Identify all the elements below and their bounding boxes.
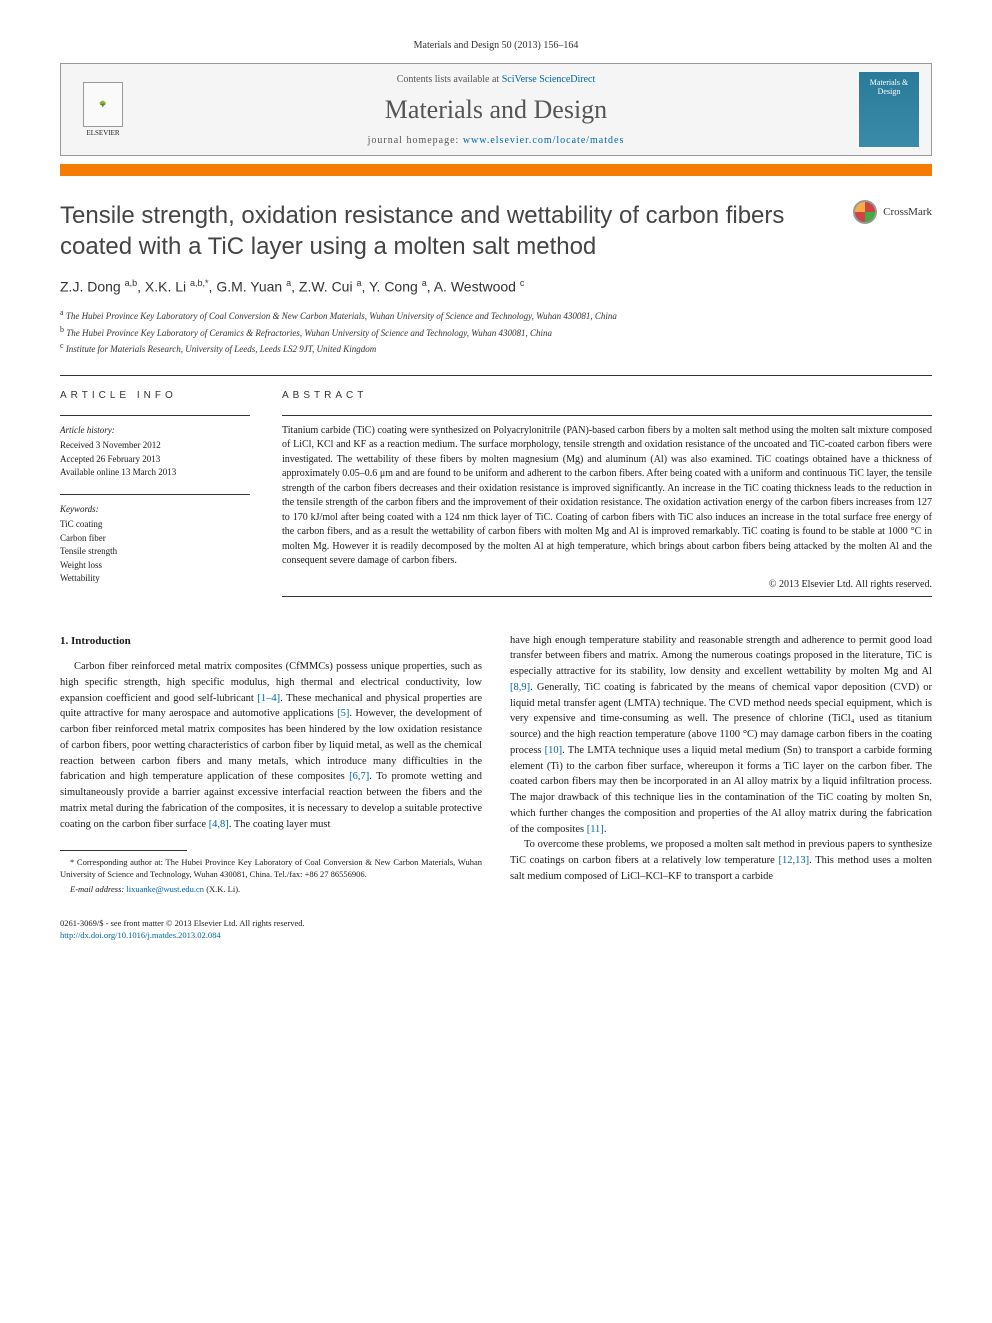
crossmark-badge[interactable]: CrossMark [853, 200, 932, 224]
email-link[interactable]: lixuanke@wust.edu.cn [126, 884, 204, 894]
sciencedirect-link[interactable]: SciVerse ScienceDirect [502, 74, 596, 85]
history-label: Article history: [60, 424, 250, 438]
elsevier-tree-icon: 🌳 [83, 82, 123, 127]
keyword-item: TiC coating [60, 518, 250, 532]
abstract-heading: ABSTRACT [282, 390, 932, 401]
journal-header-box: 🌳 ELSEVIER Contents lists available at S… [60, 63, 932, 156]
keyword-item: Tensile strength [60, 545, 250, 559]
accepted-date: Accepted 26 February 2013 [60, 453, 250, 467]
affiliation-b: b The Hubei Province Key Laboratory of C… [60, 324, 932, 341]
abstract-column: ABSTRACT Titanium carbide (TiC) coating … [282, 390, 932, 605]
keyword-item: Carbon fiber [60, 532, 250, 546]
article-info-column: ARTICLE INFO Article history: Received 3… [60, 390, 250, 605]
email-label: E-mail address: [70, 884, 124, 894]
reference-link[interactable]: [11] [587, 824, 604, 835]
corresponding-author-footnote: * Corresponding author at: The Hubei Pro… [60, 857, 482, 881]
doi-link[interactable]: http://dx.doi.org/10.1016/j.matdes.2013.… [60, 930, 221, 940]
authors-line: Z.J. Dong a,b, X.K. Li a,b,*, G.M. Yuan … [60, 278, 932, 295]
contents-prefix: Contents lists available at [397, 74, 502, 85]
journal-cover-thumbnail: Materials & Design [859, 72, 919, 147]
homepage-link[interactable]: www.elsevier.com/locate/matdes [463, 135, 625, 146]
front-matter-line: 0261-3069/$ - see front matter © 2013 El… [60, 918, 932, 930]
header-center: Contents lists available at SciVerse Sci… [133, 74, 859, 146]
body-columns: 1. Introduction Carbon fiber reinforced … [60, 633, 932, 896]
intro-paragraph-2: To overcome these problems, we proposed … [510, 837, 932, 884]
affiliation-a: a The Hubei Province Key Laboratory of C… [60, 307, 932, 324]
info-divider-1 [60, 415, 250, 416]
title-row: Tensile strength, oxidation resistance a… [60, 200, 932, 262]
section-heading: 1. Introduction [60, 633, 482, 650]
affiliations: a The Hubei Province Key Laboratory of C… [60, 307, 932, 357]
info-divider-2 [60, 494, 250, 495]
affiliation-c: c Institute for Materials Research, Univ… [60, 340, 932, 357]
page-footer: 0261-3069/$ - see front matter © 2013 El… [60, 918, 932, 942]
received-date: Received 3 November 2012 [60, 439, 250, 453]
intro-paragraph-1-cont: have high enough temperature stability a… [510, 633, 932, 838]
top-citation: Materials and Design 50 (2013) 156–164 [60, 40, 932, 51]
contents-lists-line: Contents lists available at SciVerse Sci… [133, 74, 859, 85]
keywords-block: Keywords: TiC coatingCarbon fiberTensile… [60, 503, 250, 586]
abstract-divider [282, 415, 932, 416]
homepage-prefix: journal homepage: [368, 135, 463, 146]
footnote-divider [60, 850, 187, 851]
reference-link[interactable]: [10] [545, 745, 563, 756]
crossmark-icon [853, 200, 877, 224]
article-history-block: Article history: Received 3 November 201… [60, 424, 250, 480]
top-divider [60, 375, 932, 376]
email-footnote: E-mail address: lixuanke@wust.edu.cn (X.… [60, 883, 482, 896]
crossmark-label: CrossMark [883, 206, 932, 218]
cover-text: Materials & Design [859, 78, 919, 96]
reference-link[interactable]: [5] [337, 708, 349, 719]
homepage-line: journal homepage: www.elsevier.com/locat… [133, 135, 859, 146]
email-suffix: (X.K. Li). [206, 884, 240, 894]
reference-link[interactable]: [8,9] [510, 682, 530, 693]
keywords-list: TiC coatingCarbon fiberTensile strengthW… [60, 518, 250, 586]
info-abstract-row: ARTICLE INFO Article history: Received 3… [60, 390, 932, 605]
intro-paragraph-1: Carbon fiber reinforced metal matrix com… [60, 659, 482, 832]
article-info-heading: ARTICLE INFO [60, 390, 250, 401]
right-column: have high enough temperature stability a… [510, 633, 932, 896]
keyword-item: Weight loss [60, 559, 250, 573]
online-date: Available online 13 March 2013 [60, 466, 250, 480]
keyword-item: Wettability [60, 572, 250, 586]
article-title: Tensile strength, oxidation resistance a… [60, 200, 833, 262]
abstract-text: Titanium carbide (TiC) coating were synt… [282, 424, 932, 569]
reference-link[interactable]: [4,8] [209, 819, 229, 830]
reference-link[interactable]: [6,7] [349, 771, 369, 782]
elsevier-logo: 🌳 ELSEVIER [73, 75, 133, 145]
journal-name: Materials and Design [133, 95, 859, 125]
left-column: 1. Introduction Carbon fiber reinforced … [60, 633, 482, 896]
publisher-name: ELSEVIER [86, 129, 119, 137]
reference-link[interactable]: [1–4] [257, 693, 280, 704]
reference-link[interactable]: [12,13] [778, 855, 809, 866]
keywords-label: Keywords: [60, 503, 250, 517]
abstract-bottom-divider [282, 596, 932, 597]
abstract-copyright: © 2013 Elsevier Ltd. All rights reserved… [282, 579, 932, 590]
accent-bar [60, 164, 932, 176]
